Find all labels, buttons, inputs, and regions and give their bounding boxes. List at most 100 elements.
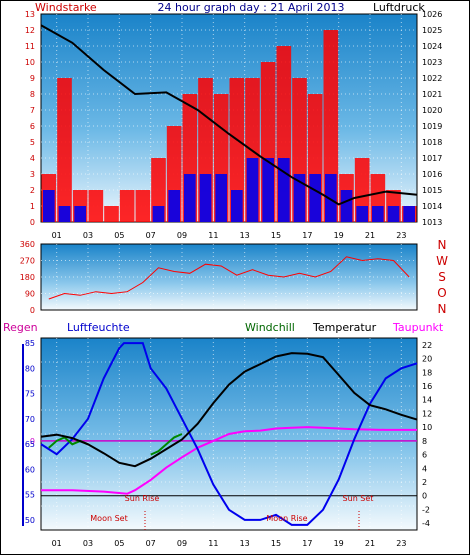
left-tick-label: 6 xyxy=(30,122,35,131)
x-tick-label: 11 xyxy=(208,539,218,548)
right-tick-label: 1014 xyxy=(422,202,442,211)
left-tick-label: 4 xyxy=(30,154,35,163)
wind-avg-bar xyxy=(309,174,321,222)
chart3-left-ticks: 50 55 60 65 70 75 80 85 xyxy=(22,339,35,526)
wind-avg-bar xyxy=(293,174,306,222)
compass-label: N xyxy=(438,238,447,252)
left-tick-label: 10 xyxy=(25,58,35,67)
wind-pressure-chart: 24 hour graph day : 21 April 2013 Windst… xyxy=(25,1,443,240)
x-tick-label: 05 xyxy=(114,231,124,240)
wind-avg-bar xyxy=(199,174,212,222)
right-tick-label: 4 xyxy=(422,464,427,473)
chart1-left-label: Windstarke xyxy=(35,1,97,14)
left-tick-label: 70 xyxy=(25,415,35,424)
left-tick-label: 75 xyxy=(25,390,35,399)
wind-avg-bar xyxy=(231,190,243,222)
left-tick-label: 60 xyxy=(25,465,35,474)
left-tick-label: 13 xyxy=(25,10,35,19)
wind-gust-bar xyxy=(229,78,245,222)
wind-avg-bar xyxy=(325,174,337,222)
right-tick-label: 1019 xyxy=(422,122,442,131)
left-tick-label: 180 xyxy=(20,273,35,282)
left-tick-label: 90 xyxy=(25,290,35,299)
legend-temperatur: Temperatur xyxy=(312,321,377,334)
x-tick-label: 19 xyxy=(334,539,344,548)
chart1-title: 24 hour graph day : 21 April 2013 xyxy=(158,1,345,14)
wind-avg-bar xyxy=(152,206,165,222)
left-tick-label: 65 xyxy=(25,440,35,449)
right-tick-label: 14 xyxy=(422,396,432,405)
sun-rise-label: Sun Rise xyxy=(125,494,160,503)
right-tick-label: 1025 xyxy=(422,26,442,35)
left-tick-label: 8 xyxy=(30,90,35,99)
left-tick-label: 7 xyxy=(30,106,35,115)
wind-gust-bar xyxy=(135,190,151,222)
legend-taupunkt: Taupunkt xyxy=(392,321,444,334)
x-tick-label: 11 xyxy=(208,231,218,240)
right-tick-label: 6 xyxy=(422,451,427,460)
chart3-right-ticks: -4 -2 0 2 4 6 8 10 12 14 16 18 20 22 xyxy=(422,341,432,528)
x-tick-label: 09 xyxy=(177,539,187,548)
compass-label: W xyxy=(436,254,448,268)
x-tick-label: 23 xyxy=(396,539,406,548)
chart1-grid xyxy=(41,14,417,222)
x-tick-label: 01 xyxy=(52,231,62,240)
wind-gust-bar xyxy=(57,78,72,222)
left-tick-label: 50 xyxy=(25,516,35,525)
temperature-humidity-chart: Regen Luftfeuchte Windchill Temperatur T… xyxy=(3,321,444,548)
x-tick-label: 15 xyxy=(271,231,281,240)
left-tick-label: 1 xyxy=(30,202,35,211)
right-tick-label: 1015 xyxy=(422,186,442,195)
chart2-grid xyxy=(41,244,417,310)
right-tick-label: 22 xyxy=(422,341,432,350)
x-tick-label: 15 xyxy=(271,539,281,548)
wind-avg-bar xyxy=(215,174,227,222)
x-tick-label: 19 xyxy=(334,231,344,240)
x-tick-label: 17 xyxy=(302,539,312,548)
right-tick-label: 12 xyxy=(422,409,432,418)
left-tick-label: 9 xyxy=(30,74,35,83)
wind-avg-bar xyxy=(43,190,55,222)
right-tick-label: 1022 xyxy=(422,74,442,83)
wind-avg-bar xyxy=(356,206,368,222)
x-tick-label: 03 xyxy=(83,539,93,548)
right-tick-label: 1024 xyxy=(422,42,442,51)
sun-set-label: Sun Set xyxy=(343,494,374,503)
wind-avg-bar xyxy=(246,158,259,222)
left-tick-label: 3 xyxy=(30,170,35,179)
left-tick-label: 11 xyxy=(25,42,35,51)
x-tick-label: 03 xyxy=(83,231,93,240)
wind-gust-bar xyxy=(104,206,119,222)
right-tick-label: 1026 xyxy=(422,10,442,19)
wind-gust-bar xyxy=(88,190,104,222)
dew-point-line xyxy=(41,426,417,495)
right-tick-label: 1021 xyxy=(422,90,442,99)
left-tick-label: 270 xyxy=(20,257,35,266)
temperature-line xyxy=(40,352,418,468)
chart1-right-ticks: 1013 1014 1015 1016 1017 1018 1019 1020 1021 1022… xyxy=(422,10,442,227)
compass-label: O xyxy=(437,286,446,300)
legend-luftfeuchte: Luftfeuchte xyxy=(67,321,130,334)
right-tick-label: 10 xyxy=(422,423,432,432)
wind-avg-bar xyxy=(340,190,353,222)
wind-avg-bar xyxy=(372,206,384,222)
x-tick-label: 07 xyxy=(146,539,156,548)
left-tick-label: 0 xyxy=(30,306,35,315)
compass-label: S xyxy=(438,270,446,284)
x-tick-label: 21 xyxy=(365,539,375,548)
right-tick-label: 18 xyxy=(422,368,432,377)
x-tick-label: 05 xyxy=(114,539,124,548)
x-tick-label: 01 xyxy=(52,539,62,548)
right-tick-label: -2 xyxy=(422,505,430,514)
x-tick-label: 13 xyxy=(240,231,250,240)
compass-label: N xyxy=(438,302,447,316)
moon-rise-label: Moon Rise xyxy=(266,514,307,523)
x-tick-label: 13 xyxy=(240,539,250,548)
left-tick-label: 360 xyxy=(20,240,35,249)
chart1-x-ticks: 01 03 05 07 09 11 13 15 17 19 21 23 xyxy=(52,231,407,240)
right-tick-label: 2 xyxy=(422,478,427,487)
right-tick-label: 16 xyxy=(422,382,432,391)
